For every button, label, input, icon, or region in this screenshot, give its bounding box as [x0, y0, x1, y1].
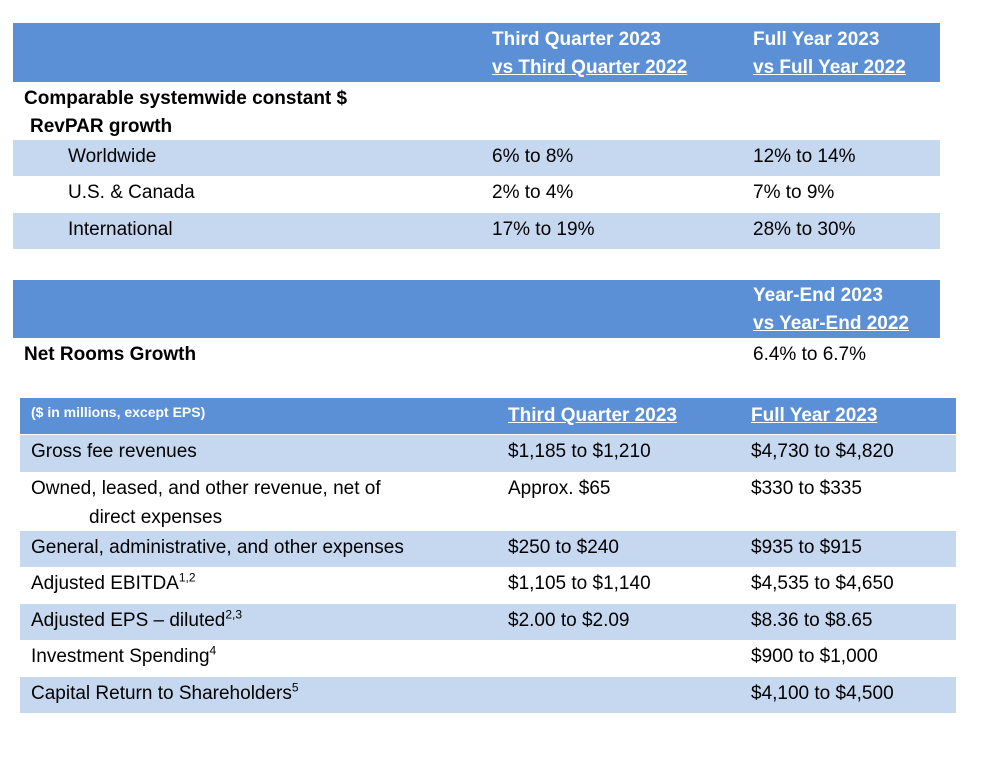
row-label: Investment Spending4 [31, 643, 217, 667]
row-fy-value: $900 to $1,000 [751, 646, 878, 667]
row-label-continued: direct expenses [89, 507, 223, 528]
row-q3-value: $250 to $240 [508, 537, 619, 558]
row-fy-value: $8.36 to $8.65 [751, 610, 873, 631]
unit-note: ($ in millions, except EPS) [31, 404, 206, 420]
footnote-marker: 2,3 [225, 607, 243, 622]
row-label: Owned, leased, and other revenue, net of [31, 478, 381, 499]
net-rooms-growth-value: 6.4% to 6.7% [753, 344, 867, 365]
table1-row-band [13, 213, 940, 249]
net-rooms-growth-label: Net Rooms Growth [24, 344, 197, 365]
row-fy-value: $330 to $335 [751, 478, 862, 499]
table2-header [13, 280, 940, 338]
row-label: U.S. & Canada [68, 182, 195, 203]
footnote-marker: 4 [209, 643, 217, 658]
row-fy-value: $4,535 to $4,650 [751, 573, 894, 594]
table1-header [13, 23, 940, 82]
table3-row-band [20, 435, 956, 472]
row-fy-value: 7% to 9% [753, 182, 835, 203]
row-label: Worldwide [68, 146, 157, 167]
table1-section-title: Comparable systemwide constant $ [24, 88, 348, 109]
table3-col-fy-header: Full Year 2023 [751, 405, 878, 426]
table3-header [20, 398, 956, 434]
row-fy-value: $935 to $915 [751, 537, 862, 558]
table1-col-q3-header: Third Quarter 2023 vs Third Quarter 2022 [492, 29, 688, 78]
table3-row-band [20, 604, 956, 640]
footnote-marker: 5 [291, 680, 299, 695]
row-label: International [68, 219, 173, 240]
table3-col-q3-header: Third Quarter 2023 [508, 405, 677, 426]
row-label: Gross fee revenues [31, 441, 197, 462]
row-fy-value: $4,730 to $4,820 [751, 441, 894, 462]
table1-row-band [13, 140, 940, 176]
row-fy-value: 12% to 14% [753, 146, 856, 167]
table2-col-header: Year-End 2023 vs Year-End 2022 [753, 285, 909, 334]
row-label: Capital Return to Shareholders5 [31, 680, 299, 704]
row-label: Adjusted EPS – diluted2,3 [31, 607, 243, 631]
row-q3-value: Approx. $65 [508, 478, 611, 499]
row-fy-value: 28% to 30% [753, 219, 856, 240]
row-q3-value: 6% to 8% [492, 146, 574, 167]
row-q3-value: 17% to 19% [492, 219, 595, 240]
row-fy-value: $4,100 to $4,500 [751, 683, 894, 704]
row-label: Adjusted EBITDA1,2 [31, 570, 196, 594]
row-q3-value: $2.00 to $2.09 [508, 610, 630, 631]
table3-row-band [20, 677, 956, 713]
row-label: General, administrative, and other expen… [31, 537, 404, 558]
table1-section-title-2: RevPAR growth [30, 116, 173, 137]
row-q3-value: $1,185 to $1,210 [508, 441, 651, 462]
row-q3-value: $1,105 to $1,140 [508, 573, 651, 594]
table3-row-band [20, 531, 956, 567]
table1-col-fy-header: Full Year 2023 vs Full Year 2022 [753, 29, 906, 78]
row-q3-value: 2% to 4% [492, 182, 574, 203]
footnote-marker: 1,2 [178, 570, 196, 585]
